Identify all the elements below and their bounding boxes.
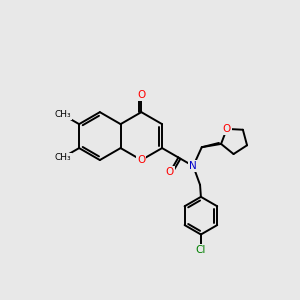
Text: O: O <box>137 155 146 165</box>
Text: N: N <box>189 161 197 171</box>
Text: O: O <box>223 124 231 134</box>
Text: CH₃: CH₃ <box>55 110 71 119</box>
Text: CH₃: CH₃ <box>55 153 71 162</box>
Text: Cl: Cl <box>196 245 206 255</box>
Text: O: O <box>166 167 174 177</box>
Text: O: O <box>137 90 146 100</box>
